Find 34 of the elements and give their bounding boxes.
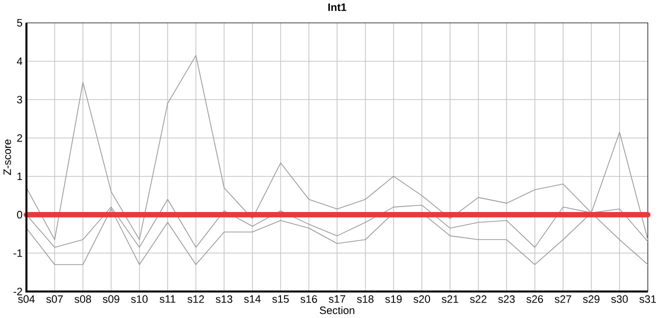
y-tick-label: -1 xyxy=(14,250,22,257)
y-tick-label: -2 xyxy=(14,288,22,296)
x-tick-label: s26 xyxy=(526,295,543,304)
y-tick-label: 5 xyxy=(17,19,22,27)
x-tick-label: s23 xyxy=(498,295,515,304)
x-tick-label: s19 xyxy=(385,295,402,304)
x-tick-label: s31 xyxy=(639,295,656,304)
x-tick-label: s29 xyxy=(583,295,600,304)
x-tick-label: s15 xyxy=(272,295,289,303)
x-tick-label: s09 xyxy=(102,295,120,304)
x-tick-label: s21 xyxy=(442,295,458,304)
x-tick-label: s30 xyxy=(611,295,628,304)
x-tick-label: s08 xyxy=(74,295,92,304)
x-tick-label: s16 xyxy=(300,295,318,304)
x-tick-label: s10 xyxy=(131,295,148,304)
x-tick-label: s14 xyxy=(244,295,261,303)
x-tick-label: s22 xyxy=(470,295,486,304)
x-tick-label: s12 xyxy=(188,295,204,304)
y-tick-label: 4 xyxy=(16,58,22,66)
chart-title: Int1 xyxy=(328,4,346,12)
y-tick-label: 2 xyxy=(17,134,22,142)
x-tick-label: s11 xyxy=(160,295,176,303)
y-axis-title: Z-score xyxy=(4,140,12,176)
x-tick-label: s04 xyxy=(18,295,35,304)
x-axis-title: Section xyxy=(320,306,354,314)
y-tick-label: 1 xyxy=(17,172,22,180)
x-tick-label: s20 xyxy=(414,295,430,304)
y-tick-label: 3 xyxy=(17,96,22,104)
x-tick-label: s07 xyxy=(46,295,63,304)
x-tick-label: s13 xyxy=(216,295,232,304)
y-tick-label: 0 xyxy=(17,211,22,219)
x-tick-label: s18 xyxy=(357,295,374,304)
x-tick-label: s27 xyxy=(554,295,572,304)
x-tick-label: s17 xyxy=(328,295,346,303)
